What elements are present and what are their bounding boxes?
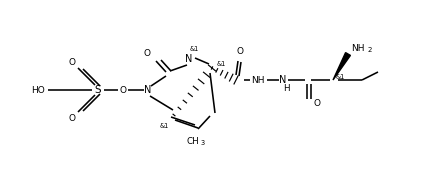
Text: O: O	[119, 85, 127, 94]
Text: O: O	[68, 114, 76, 122]
Text: HO: HO	[31, 85, 45, 94]
Text: NH: NH	[251, 76, 265, 85]
Text: 3: 3	[201, 140, 205, 146]
Text: O: O	[143, 48, 151, 57]
Text: N: N	[144, 85, 152, 95]
Text: S: S	[95, 85, 101, 95]
Text: &1: &1	[190, 46, 198, 52]
Text: O: O	[236, 47, 244, 56]
Text: N: N	[186, 54, 193, 64]
Text: &1: &1	[216, 61, 226, 67]
Polygon shape	[333, 53, 350, 80]
Text: &1: &1	[335, 74, 345, 80]
Text: NH: NH	[351, 44, 365, 53]
Text: O: O	[313, 99, 320, 108]
Text: O: O	[68, 57, 76, 67]
Text: CH: CH	[187, 137, 199, 145]
Text: H: H	[283, 84, 289, 93]
Text: 2: 2	[368, 47, 372, 53]
Text: N: N	[279, 75, 287, 85]
Text: &1: &1	[160, 123, 169, 129]
